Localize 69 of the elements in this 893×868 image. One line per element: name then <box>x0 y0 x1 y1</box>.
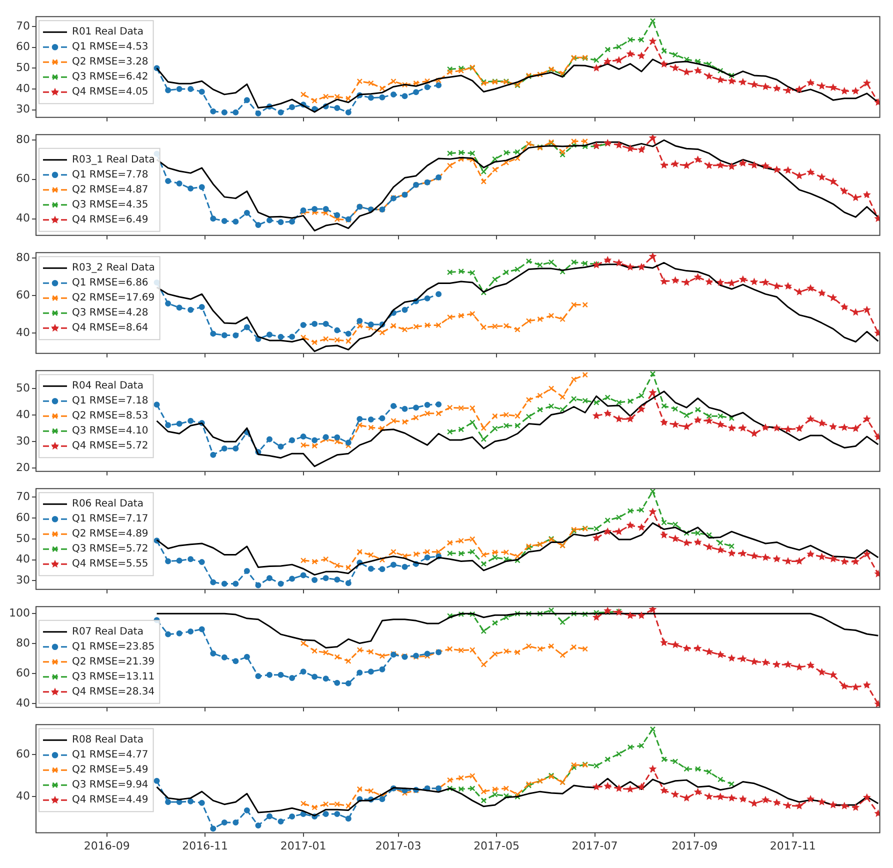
legend-label: R06 Real Data <box>72 498 144 510</box>
legend-label: Q3 RMSE=9.94 <box>72 780 148 791</box>
legend-label: Q2 RMSE=8.53 <box>72 410 148 422</box>
y-tick-label: 50 <box>16 532 30 545</box>
y-tick-label: 60 <box>16 510 30 524</box>
legend-label: Q3 RMSE=6.42 <box>72 72 148 83</box>
y-tick-label: 30 <box>16 573 30 586</box>
y-tick-label: 70 <box>16 490 30 504</box>
x-tick-label: 2017-05 <box>474 839 520 852</box>
legend-label: Q3 RMSE=4.10 <box>72 426 148 437</box>
x-tick-label: 2017-03 <box>375 839 422 852</box>
legend-label: R07 Real Data <box>72 626 144 638</box>
x-tick-label: 2017-09 <box>672 839 718 852</box>
y-tick-label: 50 <box>16 381 30 394</box>
legend-label: Q1 RMSE=7.18 <box>72 396 148 407</box>
y-tick-label: 40 <box>16 789 30 802</box>
legend-label: Q2 RMSE=5.49 <box>72 764 148 776</box>
x-tick-label: 2017-01 <box>280 839 326 852</box>
y-tick-label: 40 <box>16 326 30 339</box>
legend-label: Q2 RMSE=3.28 <box>72 56 148 68</box>
legend-label: Q4 RMSE=6.49 <box>72 214 148 226</box>
legend-label: Q2 RMSE=17.69 <box>72 292 155 304</box>
legend-label: R01 Real Data <box>72 26 144 38</box>
legend-label: Q1 RMSE=4.77 <box>72 750 148 761</box>
legend-label: Q3 RMSE=4.28 <box>72 308 148 319</box>
y-tick-label: 80 <box>16 250 30 264</box>
legend-label: R03_1 Real Data <box>72 154 155 166</box>
legend-label: Q2 RMSE=21.39 <box>72 656 155 668</box>
legend-label: Q3 RMSE=4.35 <box>72 199 148 210</box>
y-tick-label: 40 <box>16 82 30 95</box>
legend-label: Q1 RMSE=23.85 <box>72 641 155 652</box>
y-tick-label: 70 <box>16 19 30 32</box>
legend-label: R03_2 Real Data <box>72 262 155 274</box>
legend-label: Q4 RMSE=8.64 <box>72 322 148 334</box>
legend-label: Q1 RMSE=7.78 <box>72 169 148 180</box>
y-tick-label: 60 <box>16 748 30 761</box>
legend-label: Q1 RMSE=7.17 <box>72 514 148 525</box>
y-tick-label: 80 <box>16 132 30 146</box>
y-tick-label: 50 <box>16 61 30 74</box>
legend-label: Q4 RMSE=28.34 <box>72 686 155 698</box>
legend-label: Q2 RMSE=4.89 <box>72 528 148 540</box>
y-tick-label: 100 <box>9 606 30 620</box>
x-tick-label: 2017-07 <box>572 839 618 852</box>
y-tick-label: 40 <box>16 212 30 225</box>
legend-label: Q4 RMSE=4.05 <box>72 86 148 98</box>
legend-label: R04 Real Data <box>72 380 144 392</box>
legend-label: Q4 RMSE=5.55 <box>72 558 148 570</box>
legend-label: Q4 RMSE=4.49 <box>72 794 148 806</box>
legend-label: R08 Real Data <box>72 734 144 746</box>
legend-label: Q1 RMSE=4.53 <box>72 42 148 53</box>
legend-label: Q4 RMSE=5.72 <box>72 440 148 452</box>
legend-label: Q3 RMSE=5.72 <box>72 544 148 555</box>
legend-label: Q3 RMSE=13.11 <box>72 671 155 682</box>
legend-label: Q2 RMSE=4.87 <box>72 184 148 196</box>
y-tick-label: 60 <box>16 172 30 186</box>
y-tick-label: 30 <box>16 434 30 448</box>
x-tick-label: 2016-09 <box>84 839 130 852</box>
y-tick-label: 40 <box>16 408 30 421</box>
x-tick-label: 2016-11 <box>182 839 228 852</box>
y-tick-label: 60 <box>16 666 30 680</box>
y-tick-label: 40 <box>16 552 30 566</box>
legend-label: Q1 RMSE=6.86 <box>72 278 148 289</box>
y-tick-label: 80 <box>16 636 30 650</box>
y-tick-label: 60 <box>16 288 30 302</box>
x-tick-label: 2017-11 <box>770 839 816 852</box>
y-tick-label: 30 <box>16 102 30 116</box>
y-tick-label: 40 <box>16 696 30 710</box>
y-tick-label: 60 <box>16 40 30 54</box>
y-tick-label: 20 <box>16 461 30 474</box>
